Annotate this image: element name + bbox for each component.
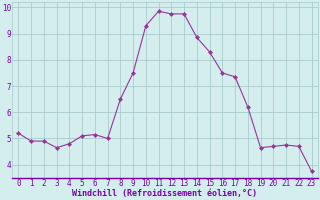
X-axis label: Windchill (Refroidissement éolien,°C): Windchill (Refroidissement éolien,°C) bbox=[72, 189, 258, 198]
